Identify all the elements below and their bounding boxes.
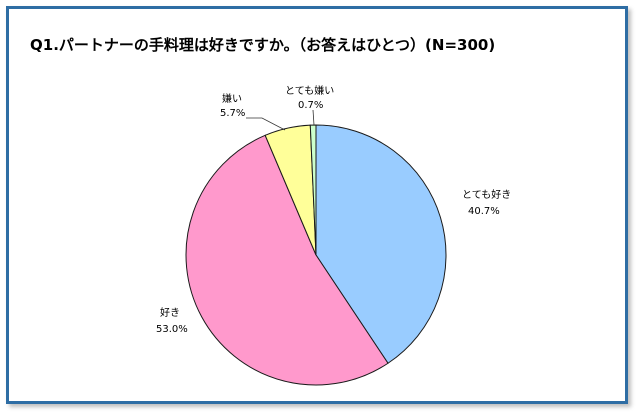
pie-slices <box>185 124 447 386</box>
leader-lines <box>246 109 315 131</box>
slice-value-very-dislike: 0.7% <box>298 100 323 111</box>
leader-line-very-dislike <box>312 109 315 126</box>
slice-value-dislike: 5.7% <box>220 108 245 119</box>
chart-title: Q1.パートナーの手料理は好きですか。（お答えはひとつ）(N=300) <box>30 36 496 54</box>
slice-value-like: 53.0% <box>156 324 188 335</box>
slice-label-very-like: とても好き <box>462 189 511 201</box>
slice-very-dislike <box>309 124 317 256</box>
slice-label-like: 好き <box>160 307 180 319</box>
slice-like <box>185 134 389 386</box>
slice-label-very-dislike: とても嫌い <box>285 84 334 97</box>
leader-line-dislike <box>246 117 286 131</box>
slice-label-dislike: 嫌い <box>222 92 242 105</box>
slice-value-very-like: 40.7% <box>468 206 500 217</box>
